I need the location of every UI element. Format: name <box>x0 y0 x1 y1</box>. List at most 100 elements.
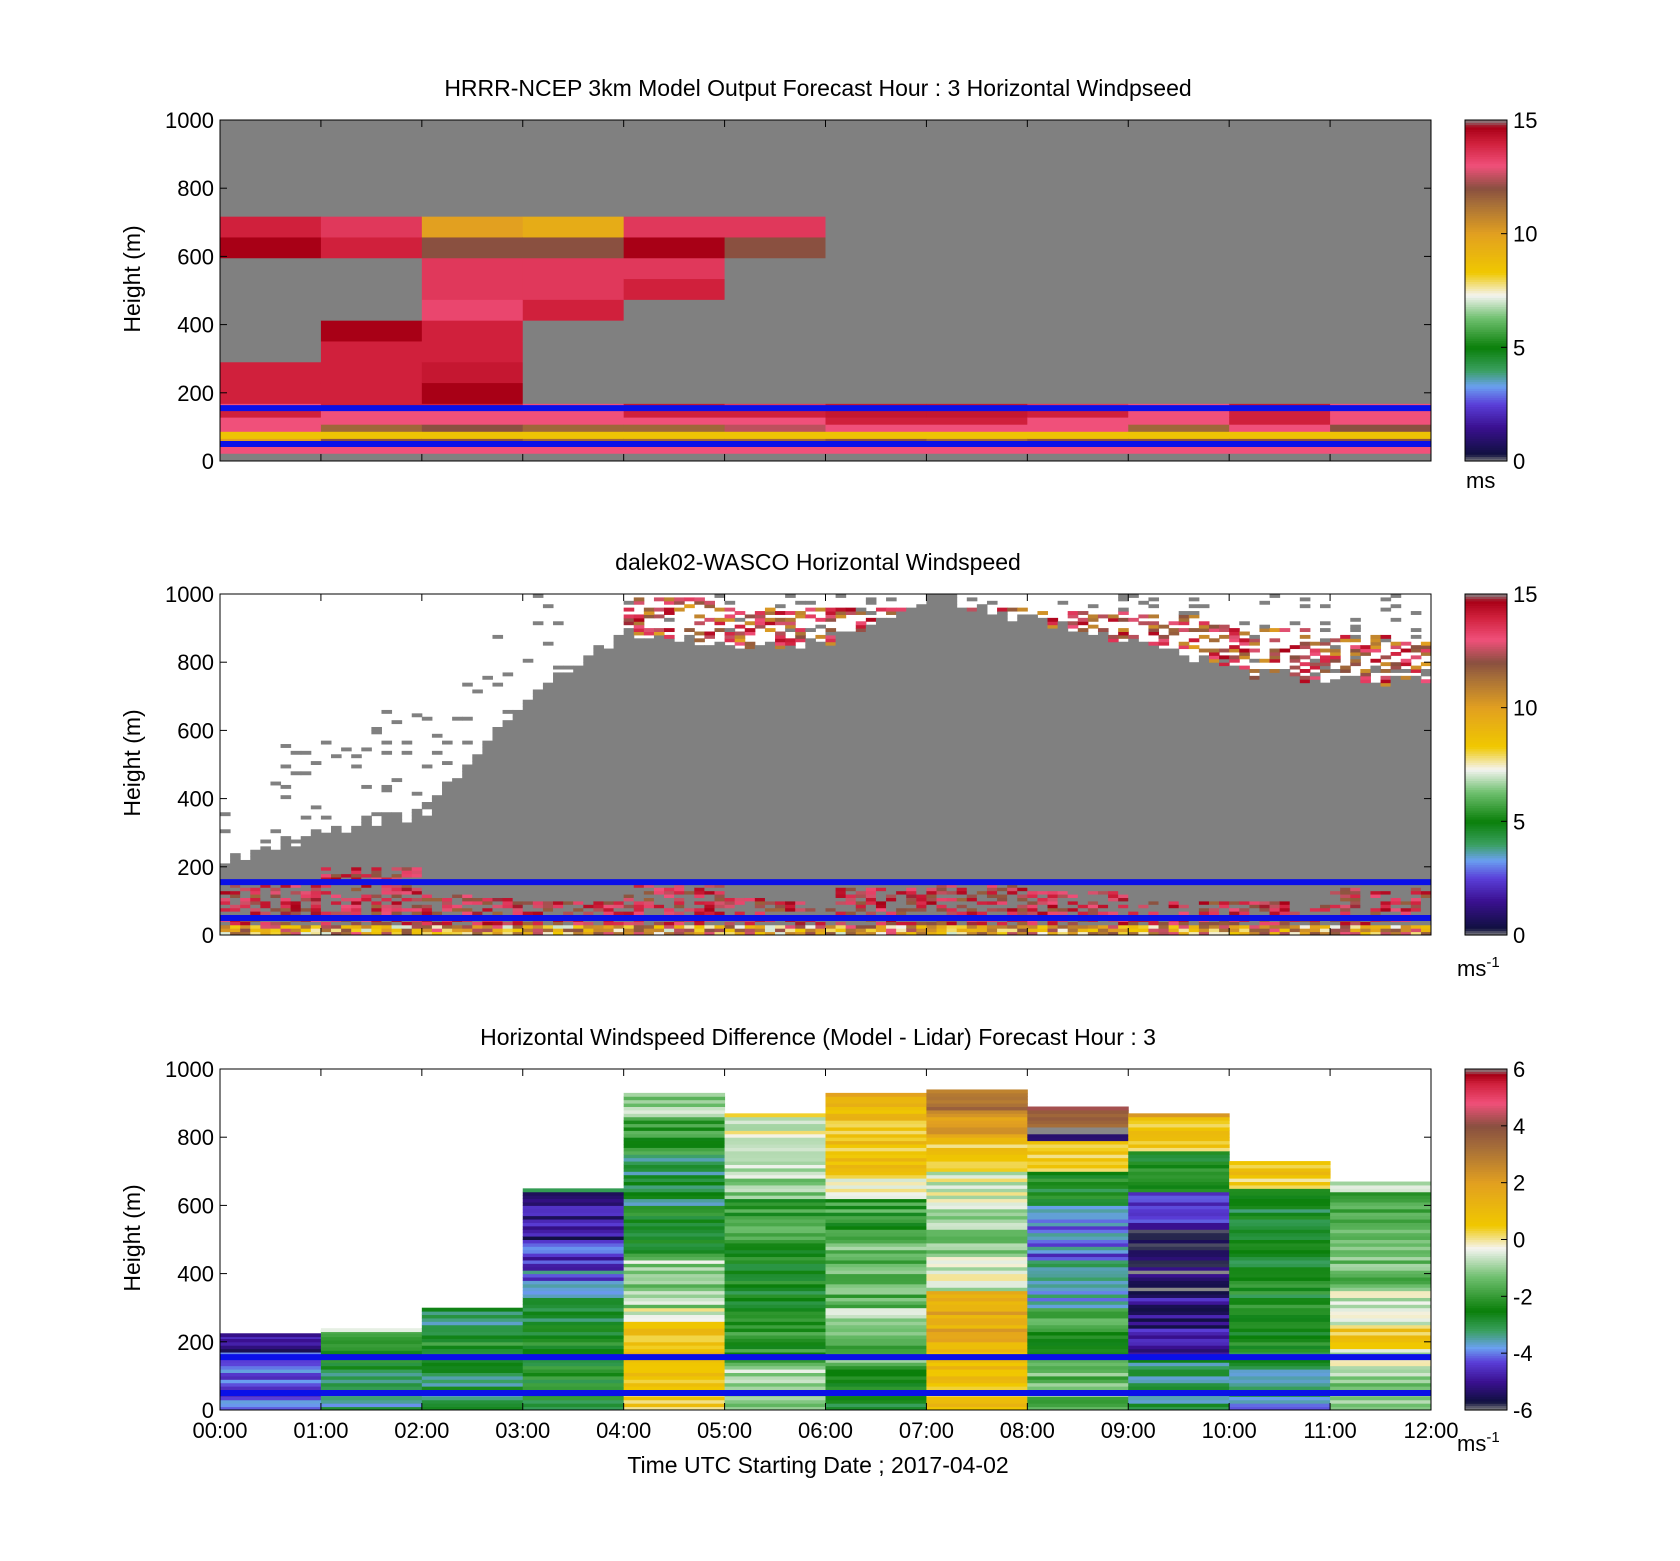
lidar-cell <box>653 924 665 929</box>
lidar-cell <box>613 709 625 714</box>
colorbar-segment <box>1465 326 1507 330</box>
lidar-cell <box>795 709 806 714</box>
lidar-cell <box>421 849 433 854</box>
lidar-cell <box>704 894 715 898</box>
lidar-cell <box>563 726 574 731</box>
lidar-cell <box>724 720 736 725</box>
lidar-cell <box>653 675 665 680</box>
lidar-cell <box>250 928 261 933</box>
lidar-cell <box>553 819 564 823</box>
lidar-cell <box>653 682 665 687</box>
lidar-cell <box>532 706 544 711</box>
lidar-cell <box>754 883 766 888</box>
lidar-cell <box>865 709 877 714</box>
lidar-cell <box>694 815 705 820</box>
lidar-cell <box>542 802 554 806</box>
lidar-cell <box>754 904 766 909</box>
lidar-cell <box>886 836 897 841</box>
lidar-cell <box>633 699 645 704</box>
lidar-cell <box>785 907 796 912</box>
model-cell <box>522 299 625 321</box>
lidar-cell <box>512 836 524 841</box>
lidar-cell <box>744 764 756 769</box>
model-cell <box>1229 417 1331 425</box>
lidar-cell <box>896 911 907 916</box>
lidar-cell <box>865 764 877 769</box>
lidar-cell <box>260 839 271 844</box>
lidar-cell <box>865 720 877 725</box>
lidar-cell <box>684 853 695 858</box>
model-cell <box>1229 361 1331 384</box>
lidar-cell <box>320 832 332 837</box>
lidar-cell <box>442 907 453 912</box>
lidar-cell <box>593 849 604 854</box>
lidar-cell <box>795 890 806 895</box>
lidar-cell <box>583 716 594 721</box>
lidar-cell <box>684 873 695 878</box>
model-cell <box>220 424 322 432</box>
lidar-cell <box>623 771 635 776</box>
model-cell <box>724 340 826 363</box>
lidar-cell <box>563 907 574 912</box>
lidar-cell <box>381 877 393 881</box>
lidar-cell <box>280 931 292 936</box>
lidar-cell <box>341 911 352 916</box>
lidar-cell <box>431 808 443 813</box>
lidar-cell <box>714 897 726 902</box>
lidar-cell <box>754 750 766 755</box>
lidar-cell <box>613 839 625 844</box>
lidar-cell <box>442 904 453 909</box>
lidar-cell <box>815 716 826 721</box>
lidar-cell <box>714 747 726 752</box>
lidar-cell <box>815 754 826 759</box>
lidar-cell <box>896 805 907 810</box>
lidar-cell <box>331 825 342 830</box>
lidar-cell <box>855 747 867 752</box>
lidar-cell <box>643 853 655 858</box>
lidar-cell <box>613 778 625 783</box>
lidar-cell <box>704 877 715 881</box>
lidar-cell <box>593 679 604 684</box>
lidar-cell <box>805 795 816 800</box>
lidar-cell <box>805 761 816 765</box>
lidar-cell <box>431 842 443 847</box>
lidar-cell <box>795 699 806 704</box>
lidar-cell <box>795 825 806 830</box>
lidar-cell <box>563 897 574 902</box>
lidar-cell <box>845 805 857 810</box>
lidar-cell <box>250 866 261 871</box>
lidar-cell <box>805 682 816 687</box>
lidar-cell <box>896 669 907 673</box>
lidar-cell <box>542 750 554 755</box>
lidar-cell <box>886 611 897 615</box>
lidar-cell <box>583 679 594 684</box>
lidar-cell <box>593 883 604 888</box>
lidar-cell <box>643 928 655 933</box>
lidar-cell <box>764 767 776 772</box>
lidar-cell <box>875 682 887 687</box>
lidar-cell <box>714 655 726 660</box>
lidar-cell <box>583 672 594 677</box>
lidar-cell <box>674 873 685 878</box>
lidar-cell <box>865 890 877 895</box>
lidar-cell <box>381 829 393 834</box>
lidar-cell <box>764 791 776 796</box>
lidar-cell <box>653 832 665 837</box>
lidar-cell <box>835 645 847 650</box>
lidar-cell <box>865 737 877 742</box>
lidar-cell <box>260 904 271 909</box>
lidar-cell <box>795 842 806 847</box>
lidar-cell <box>805 778 816 783</box>
lidar-cell <box>442 822 453 827</box>
lidar-cell <box>744 774 756 779</box>
lidar-cell <box>865 672 877 677</box>
model-cell <box>926 361 1028 384</box>
lidar-cell <box>653 737 665 742</box>
lidar-cell <box>875 665 887 670</box>
lidar-cell <box>714 716 726 721</box>
lidar-cell <box>724 733 736 738</box>
lidar-cell <box>482 795 493 800</box>
lidar-cell <box>764 641 776 646</box>
lidar-cell <box>704 842 715 847</box>
lidar-cell <box>896 744 907 748</box>
